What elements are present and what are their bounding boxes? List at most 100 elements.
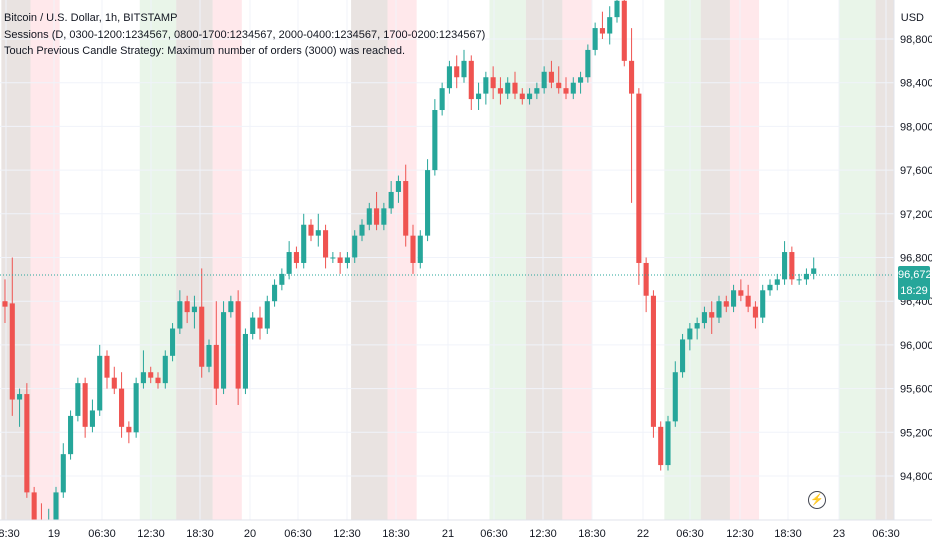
- candle-body[interactable]: [104, 355, 110, 378]
- candle-body[interactable]: [308, 224, 314, 236]
- candle-body[interactable]: [315, 230, 321, 236]
- candle-body[interactable]: [760, 290, 766, 318]
- candle-body[interactable]: [614, 0, 620, 18]
- candle-body[interactable]: [403, 181, 409, 236]
- candle-body[interactable]: [206, 344, 212, 367]
- candle-body[interactable]: [585, 49, 591, 78]
- candle-body[interactable]: [534, 88, 540, 94]
- candle-body[interactable]: [126, 426, 132, 433]
- candle-body[interactable]: [556, 82, 562, 89]
- candle-body[interactable]: [286, 252, 292, 274]
- candle-body[interactable]: [257, 317, 263, 329]
- candle-body[interactable]: [140, 372, 146, 384]
- candle-body[interactable]: [170, 328, 176, 356]
- candle-body[interactable]: [344, 257, 350, 263]
- candle-body[interactable]: [519, 93, 525, 100]
- candle-body[interactable]: [337, 257, 343, 263]
- candle-body[interactable]: [680, 339, 686, 373]
- candle-body[interactable]: [374, 208, 380, 225]
- candle-body[interactable]: [53, 492, 59, 526]
- candle-body[interactable]: [782, 252, 788, 280]
- candle-body[interactable]: [461, 60, 467, 78]
- candle-body[interactable]: [213, 344, 219, 389]
- candle-body[interactable]: [483, 77, 489, 94]
- candle-body[interactable]: [490, 77, 496, 89]
- candle-body[interactable]: [672, 372, 678, 422]
- candle-body[interactable]: [293, 252, 299, 263]
- candle-body[interactable]: [425, 170, 431, 236]
- candle-body[interactable]: [687, 328, 693, 340]
- candle-body[interactable]: [162, 355, 168, 384]
- candle-body[interactable]: [31, 492, 37, 520]
- candle-body[interactable]: [497, 88, 503, 94]
- candle-body[interactable]: [650, 295, 656, 427]
- candle-body[interactable]: [767, 284, 773, 291]
- candle-body[interactable]: [665, 421, 671, 466]
- candle-body[interactable]: [177, 301, 183, 329]
- candle-body[interactable]: [621, 0, 627, 61]
- candle-body[interactable]: [60, 454, 66, 493]
- candle-body[interactable]: [578, 77, 584, 83]
- candle-body[interactable]: [330, 257, 336, 259]
- candle-body[interactable]: [359, 224, 365, 236]
- candle-body[interactable]: [563, 88, 569, 94]
- candle-body[interactable]: [264, 301, 270, 329]
- candle-body[interactable]: [512, 82, 518, 94]
- candle-body[interactable]: [9, 303, 15, 400]
- candle-body[interactable]: [701, 312, 707, 324]
- candle-body[interactable]: [629, 60, 635, 94]
- candle-body[interactable]: [548, 71, 554, 83]
- candle-body[interactable]: [476, 93, 482, 100]
- candle-body[interactable]: [235, 301, 241, 389]
- candle-body[interactable]: [599, 28, 605, 34]
- candle-body[interactable]: [592, 28, 598, 50]
- candle-body[interactable]: [731, 290, 737, 307]
- candle-body[interactable]: [199, 306, 205, 367]
- candle-body[interactable]: [570, 82, 576, 94]
- candle-body[interactable]: [89, 410, 95, 427]
- candle-body[interactable]: [111, 377, 117, 389]
- candle-body[interactable]: [24, 394, 30, 493]
- candle-body[interactable]: [323, 230, 329, 258]
- candle-body[interactable]: [607, 17, 613, 34]
- candle-body[interactable]: [417, 235, 423, 263]
- candle-body[interactable]: [388, 191, 394, 209]
- candle-body[interactable]: [745, 295, 751, 307]
- candle-body[interactable]: [709, 312, 715, 318]
- candle-body[interactable]: [468, 60, 474, 100]
- candle-body[interactable]: [454, 66, 460, 78]
- candle-body[interactable]: [716, 301, 722, 318]
- candle-body[interactable]: [250, 317, 256, 334]
- candle-body[interactable]: [97, 355, 103, 411]
- candle-body[interactable]: [279, 273, 285, 285]
- sessions-indicator-label[interactable]: Sessions (D, 0300-1200:1234567, 0800-170…: [4, 28, 486, 41]
- candle-body[interactable]: [811, 268, 817, 274]
- candle-body[interactable]: [381, 208, 387, 225]
- candle-body[interactable]: [155, 377, 161, 384]
- candle-body[interactable]: [432, 110, 438, 171]
- candle-body[interactable]: [17, 394, 23, 400]
- candle-body[interactable]: [75, 383, 81, 416]
- candle-body[interactable]: [527, 93, 533, 100]
- symbol-title[interactable]: Bitcoin / U.S. Dollar, 1h, BITSTAMP: [4, 12, 178, 24]
- candle-body[interactable]: [803, 273, 809, 280]
- candle-body[interactable]: [221, 312, 227, 389]
- candle-body[interactable]: [301, 224, 307, 263]
- candle-body[interactable]: [184, 301, 190, 313]
- candle-body[interactable]: [82, 383, 88, 427]
- candle-body[interactable]: [789, 252, 795, 280]
- lightning-icon[interactable]: ⚡: [808, 491, 826, 509]
- candle-body[interactable]: [395, 181, 401, 192]
- candle-body[interactable]: [352, 235, 358, 258]
- candle-body[interactable]: [505, 82, 511, 94]
- candle-body[interactable]: [723, 301, 729, 307]
- candle-body[interactable]: [446, 66, 452, 89]
- candle-body[interactable]: [636, 93, 642, 263]
- candle-body[interactable]: [643, 262, 649, 296]
- candle-body[interactable]: [148, 372, 154, 378]
- candle-body[interactable]: [738, 290, 744, 296]
- candle-body[interactable]: [541, 71, 547, 89]
- candle-body[interactable]: [774, 279, 780, 285]
- candle-body[interactable]: [68, 415, 74, 455]
